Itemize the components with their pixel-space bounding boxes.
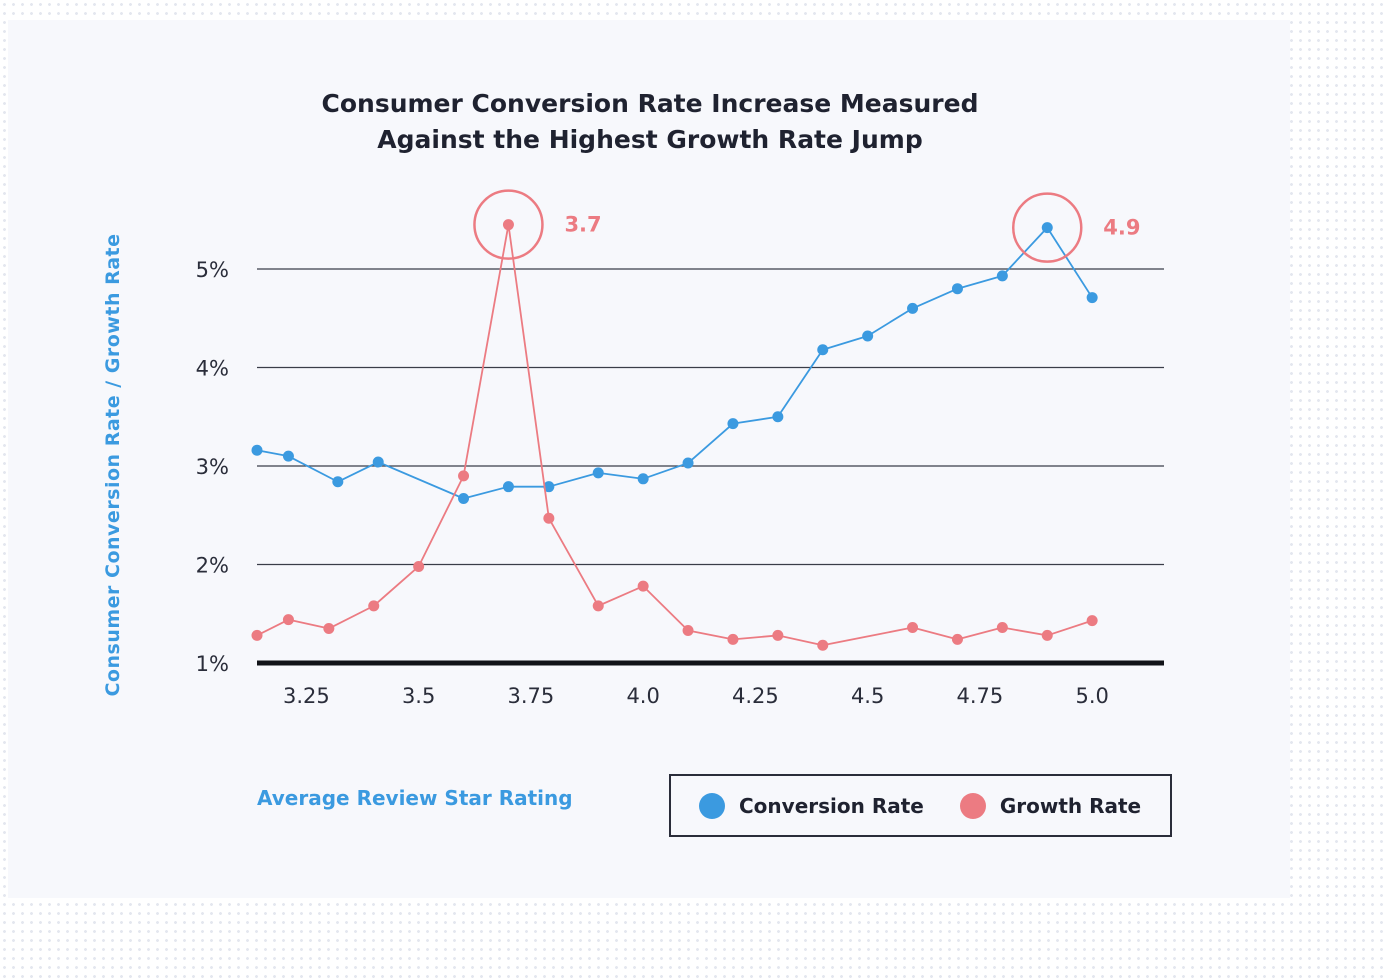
data-point-conversion-rate bbox=[543, 481, 555, 493]
data-point-conversion-rate bbox=[727, 418, 739, 430]
peak-highlight-circle bbox=[1012, 192, 1083, 263]
data-point-conversion-rate bbox=[682, 457, 694, 469]
data-point-conversion-rate bbox=[996, 270, 1008, 282]
y-tick-label: 5% bbox=[196, 258, 229, 282]
x-tick-label: 4.25 bbox=[732, 684, 779, 708]
y-tick-label: 4% bbox=[196, 357, 229, 381]
series-line-growth-rate bbox=[256, 223, 1093, 647]
data-point-conversion-rate bbox=[817, 344, 829, 356]
data-point-growth-rate bbox=[817, 639, 829, 651]
data-point-growth-rate bbox=[772, 629, 784, 641]
data-point-growth-rate bbox=[682, 624, 694, 636]
data-point-growth-rate bbox=[1041, 629, 1053, 641]
x-tick-label: 4.75 bbox=[957, 684, 1004, 708]
data-point-growth-rate bbox=[543, 512, 555, 524]
x-tick-label: 5.0 bbox=[1075, 684, 1108, 708]
series-line-conversion-rate bbox=[256, 226, 1093, 500]
data-point-conversion-rate bbox=[282, 450, 294, 462]
data-point-conversion-rate bbox=[907, 302, 919, 314]
legend-label-conversion-rate: Conversion Rate bbox=[739, 793, 924, 818]
chart-title-line-2: Against the Highest Growth Rate Jump bbox=[377, 125, 923, 154]
data-point-growth-rate bbox=[996, 622, 1008, 634]
y-tick-label: 2% bbox=[196, 554, 229, 578]
data-point-conversion-rate bbox=[862, 330, 874, 342]
x-tick-label: 3.5 bbox=[402, 684, 435, 708]
data-point-conversion-rate bbox=[372, 456, 384, 468]
data-point-growth-rate bbox=[502, 219, 514, 231]
data-point-conversion-rate bbox=[1086, 292, 1098, 304]
annotation-label: 3.7 bbox=[564, 213, 601, 237]
data-point-conversion-rate bbox=[251, 444, 263, 456]
data-point-growth-rate bbox=[458, 470, 470, 482]
x-tick-label: 4.5 bbox=[851, 684, 884, 708]
data-point-conversion-rate bbox=[502, 481, 514, 493]
peak-highlight-circle bbox=[473, 189, 544, 260]
data-point-conversion-rate bbox=[637, 473, 649, 485]
data-point-growth-rate bbox=[951, 633, 963, 645]
y-tick-label: 3% bbox=[196, 455, 229, 479]
data-point-conversion-rate bbox=[1041, 222, 1053, 234]
data-point-growth-rate bbox=[907, 622, 919, 634]
chart-title: Consumer Conversion Rate Increase Measur… bbox=[0, 86, 1300, 158]
data-point-growth-rate bbox=[251, 629, 263, 641]
data-point-growth-rate bbox=[323, 623, 335, 635]
data-point-conversion-rate bbox=[332, 476, 344, 488]
annotation-label: 4.9 bbox=[1103, 216, 1140, 240]
legend-item-growth-rate: Growth Rate bbox=[959, 792, 1142, 819]
data-point-growth-rate bbox=[1086, 615, 1098, 627]
data-point-conversion-rate bbox=[772, 411, 784, 423]
data-point-growth-rate bbox=[282, 614, 294, 626]
legend-label-growth-rate: Growth Rate bbox=[999, 793, 1142, 818]
data-point-conversion-rate bbox=[951, 283, 963, 295]
data-point-conversion-rate bbox=[592, 467, 604, 479]
data-point-growth-rate bbox=[637, 580, 649, 592]
legend-item-conversion-rate: Conversion Rate bbox=[699, 792, 924, 819]
data-point-growth-rate bbox=[727, 633, 739, 645]
y-tick-label: 1% bbox=[196, 652, 229, 676]
chart-card bbox=[8, 20, 1290, 898]
x-tick-label: 4.0 bbox=[626, 684, 659, 708]
legend-swatch-growth-rate bbox=[959, 792, 986, 819]
legend-swatch-conversion-rate bbox=[699, 792, 725, 819]
x-tick-label: 3.75 bbox=[508, 684, 555, 708]
x-axis-title: Average Review Star Rating bbox=[257, 786, 573, 810]
data-point-growth-rate bbox=[368, 600, 380, 612]
data-point-growth-rate bbox=[592, 600, 604, 612]
x-tick-label: 3.25 bbox=[283, 684, 330, 708]
legend: Conversion Rate Growth Rate bbox=[669, 774, 1172, 837]
chart-title-line-1: Consumer Conversion Rate Increase Measur… bbox=[321, 89, 979, 118]
data-point-growth-rate bbox=[413, 560, 425, 572]
data-point-conversion-rate bbox=[458, 493, 470, 505]
